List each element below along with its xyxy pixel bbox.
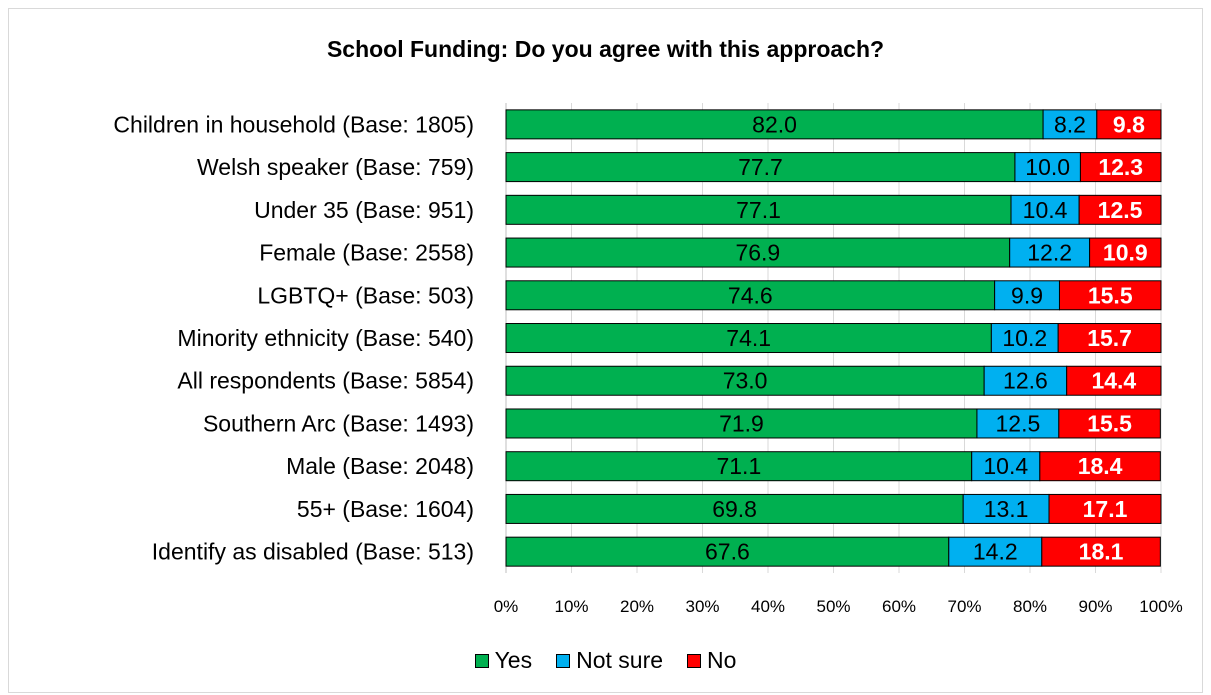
bar-segment-yes [505,536,950,567]
x-tick-label: 10% [554,597,588,616]
bar-segment-yes [505,323,992,354]
bar-segment-not-sure [1009,237,1091,268]
x-tick-label: 70% [947,597,981,616]
bar-segment-no [1066,365,1162,396]
bar-segment-no [1078,194,1162,225]
data-label: 18.1 [1079,539,1124,565]
data-label: 77.1 [736,197,781,223]
bar-segment-yes [505,280,996,311]
category-label: 55+ (Base: 1604) [297,496,474,522]
data-label: 10.0 [1025,154,1070,180]
data-label: 13.1 [984,496,1029,522]
bar-segment-not-sure [976,408,1060,439]
legend-swatch-no [687,653,702,668]
data-label: 9.8 [1113,111,1145,137]
bar-segment-not-sure [1014,152,1081,183]
data-label: 10.9 [1103,240,1148,266]
category-label: All respondents (Base: 5854) [177,368,474,394]
data-label: 14.4 [1091,368,1136,394]
data-label: 10.4 [1023,197,1068,223]
data-label: 14.2 [973,539,1018,565]
bar-segment-no [1058,408,1161,439]
category-label: Under 35 (Base: 951) [254,197,474,223]
data-label: 71.1 [716,453,761,479]
data-label: 15.7 [1087,325,1132,351]
x-tick-label: 20% [620,597,654,616]
data-label: 15.5 [1088,282,1133,308]
bar-segment-not-sure [1010,194,1080,225]
bar-segment-no [1041,536,1161,567]
data-label: 8.2 [1054,111,1086,137]
bar-segment-not-sure [983,365,1068,396]
chart-title: School Funding: Do you agree with this a… [326,36,885,62]
legend-label-no: No [707,647,737,673]
data-label: 73.0 [723,368,768,394]
bar-segment-no [1079,152,1162,183]
bar-segment-yes [505,408,978,439]
category-label: Female (Base: 2558) [259,240,474,266]
bar-segment-not-sure [971,451,1041,482]
data-label: 10.4 [983,453,1028,479]
data-label: 9.9 [1011,282,1043,308]
legend-item-no: No [687,647,736,674]
category-label: Minority ethnicity (Base: 540) [177,325,474,351]
data-label: 18.4 [1078,453,1123,479]
x-tick-label: 60% [882,597,916,616]
data-label: 82.0 [752,111,797,137]
legend-swatch-yes [474,653,489,668]
bar-segment-no [1089,237,1162,268]
category-label: Identify as disabled (Base: 513) [152,539,474,565]
x-tick-label: 0% [494,597,519,616]
data-label: 74.6 [728,282,773,308]
data-label: 12.5 [995,410,1040,436]
legend-item-yes: Yes [474,647,533,674]
bar-segment-yes [505,493,964,524]
category-label: Welsh speaker (Base: 759) [197,154,474,180]
bar-segment-not-sure [1042,109,1098,140]
x-tick-label: 40% [751,597,785,616]
category-label: LGBTQ+ (Base: 503) [257,282,474,308]
data-label: 10.2 [1002,325,1047,351]
data-label: 12.5 [1098,197,1143,223]
bar-segment-no [1039,451,1161,482]
legend-label-yes: Yes [494,647,533,673]
x-tick-label: 30% [685,597,719,616]
data-label: 12.2 [1027,240,1072,266]
category-label: Male (Base: 2048) [286,453,474,479]
legend-item-not-sure: Not sure [556,647,663,674]
bar-segment-yes [505,237,1011,268]
bar-segment-not-sure [948,536,1043,567]
bar-segment-not-sure [962,493,1050,524]
legend-label-not-sure: Not sure [576,647,664,673]
bar-segment-yes [505,152,1016,183]
category-label: Southern Arc (Base: 1493) [203,410,474,436]
chart-legend: Yes Not sure No [0,647,1211,674]
legend-swatch-not-sure [556,653,571,668]
data-label: 77.7 [738,154,783,180]
bar-segment-no [1096,109,1162,140]
bar-segment-yes [505,194,1012,225]
x-tick-label: 90% [1078,597,1112,616]
data-label: 15.5 [1087,410,1132,436]
bar-segment-no [1058,280,1162,311]
data-label: 69.8 [712,496,757,522]
bar-segment-yes [505,365,985,396]
bar-segment-no [1048,493,1162,524]
x-tick-label: 100% [1139,597,1182,616]
bar-segment-not-sure [990,323,1059,354]
x-tick-label: 80% [1013,597,1047,616]
data-label: 17.1 [1083,496,1128,522]
data-label: 74.1 [726,325,771,351]
data-label: 76.9 [735,240,780,266]
x-tick-label: 50% [816,597,850,616]
data-label: 12.3 [1098,154,1143,180]
data-label: 71.9 [719,410,764,436]
bar-segment-no [1057,323,1162,354]
category-label: Children in household (Base: 1805) [113,111,474,137]
data-label: 67.6 [705,539,750,565]
data-label: 12.6 [1003,368,1048,394]
